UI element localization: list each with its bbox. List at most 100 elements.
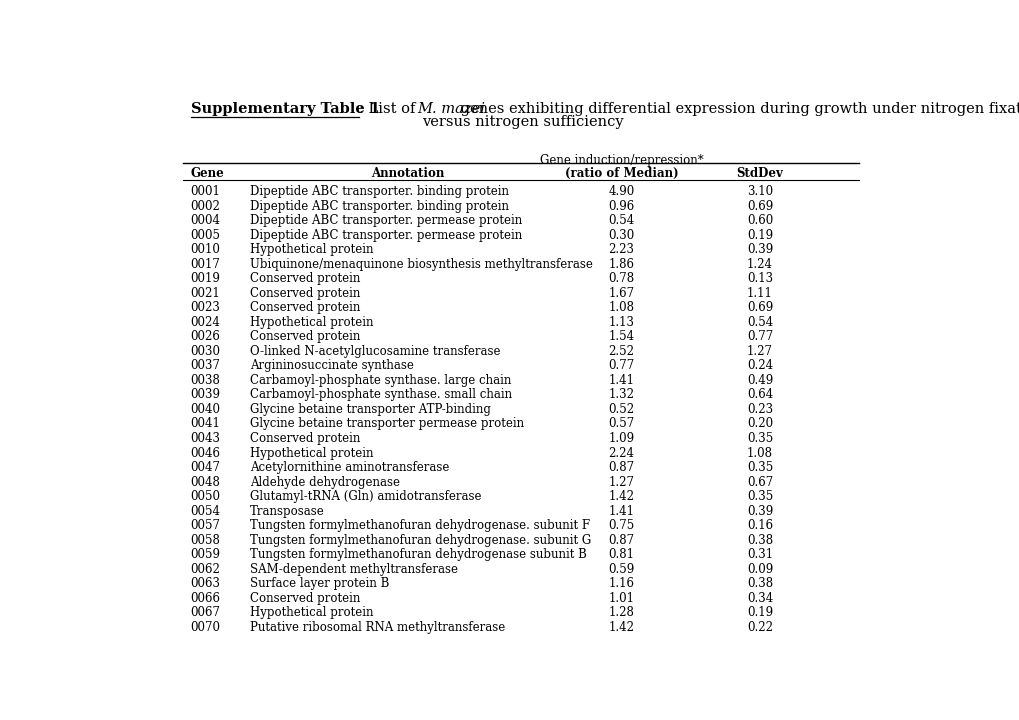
Text: Hypothetical protein: Hypothetical protein: [250, 446, 373, 459]
Text: 0.35: 0.35: [746, 461, 772, 474]
Text: 0.52: 0.52: [608, 403, 634, 416]
Text: Hypothetical protein: Hypothetical protein: [250, 606, 373, 619]
Text: 1.54: 1.54: [608, 330, 634, 343]
Text: 0050: 0050: [191, 490, 220, 503]
Text: 0.87: 0.87: [608, 461, 634, 474]
Text: 0062: 0062: [191, 563, 220, 576]
Text: 0.13: 0.13: [746, 272, 772, 285]
Text: Dipeptide ABC transporter. permease protein: Dipeptide ABC transporter. permease prot…: [250, 229, 522, 242]
Text: 0.64: 0.64: [746, 388, 772, 402]
Text: 0037: 0037: [191, 359, 220, 372]
Text: 0.38: 0.38: [746, 577, 772, 590]
Text: 0023: 0023: [191, 301, 220, 315]
Text: 0.22: 0.22: [746, 621, 772, 634]
Text: 0004: 0004: [191, 214, 220, 227]
Text: Acetylornithine aminotransferase: Acetylornithine aminotransferase: [250, 461, 449, 474]
Text: 0.78: 0.78: [608, 272, 634, 285]
Text: 0.34: 0.34: [746, 592, 772, 605]
Text: Conserved protein: Conserved protein: [250, 432, 360, 445]
Text: 0021: 0021: [191, 287, 220, 300]
Text: 0038: 0038: [191, 374, 220, 387]
Text: 0.81: 0.81: [608, 548, 634, 561]
Text: 0054: 0054: [191, 505, 220, 518]
Text: 1.42: 1.42: [608, 621, 634, 634]
Text: Transposase: Transposase: [250, 505, 324, 518]
Text: 1.24: 1.24: [746, 258, 772, 271]
Text: 0046: 0046: [191, 446, 220, 459]
Text: Glycine betaine transporter permease protein: Glycine betaine transporter permease pro…: [250, 418, 524, 431]
Text: 1.42: 1.42: [608, 490, 634, 503]
Text: 0.54: 0.54: [746, 316, 772, 329]
Text: Hypothetical protein: Hypothetical protein: [250, 243, 373, 256]
Text: Supplementary Table 1: Supplementary Table 1: [191, 102, 379, 116]
Text: 0.09: 0.09: [746, 563, 772, 576]
Text: (ratio of Median): (ratio of Median): [565, 167, 678, 180]
Text: 1.27: 1.27: [746, 345, 772, 358]
Text: 0017: 0017: [191, 258, 220, 271]
Text: Dipeptide ABC transporter. permease protein: Dipeptide ABC transporter. permease prot…: [250, 214, 522, 227]
Text: 0041: 0041: [191, 418, 220, 431]
Text: 3.10: 3.10: [746, 185, 772, 198]
Text: 0.77: 0.77: [746, 330, 772, 343]
Text: 2.52: 2.52: [608, 345, 634, 358]
Text: Tungsten formylmethanofuran dehydrogenase subunit B: Tungsten formylmethanofuran dehydrogenas…: [250, 548, 586, 561]
Text: 1.16: 1.16: [608, 577, 634, 590]
Text: 0.20: 0.20: [746, 418, 772, 431]
Text: 1.67: 1.67: [608, 287, 634, 300]
Text: Surface layer protein B: Surface layer protein B: [250, 577, 389, 590]
Text: 0.35: 0.35: [746, 432, 772, 445]
Text: 0040: 0040: [191, 403, 220, 416]
Text: Conserved protein: Conserved protein: [250, 330, 360, 343]
Text: 1.01: 1.01: [608, 592, 634, 605]
Text: 0.35: 0.35: [746, 490, 772, 503]
Text: 0070: 0070: [191, 621, 220, 634]
Text: 1.28: 1.28: [608, 606, 634, 619]
Text: 0.16: 0.16: [746, 519, 772, 532]
Text: SAM-dependent methyltransferase: SAM-dependent methyltransferase: [250, 563, 458, 576]
Text: O-linked N-acetylglucosamine transferase: O-linked N-acetylglucosamine transferase: [250, 345, 500, 358]
Text: 1.08: 1.08: [608, 301, 634, 315]
Text: 0.59: 0.59: [608, 563, 634, 576]
Text: 0.60: 0.60: [746, 214, 772, 227]
Text: 1.09: 1.09: [608, 432, 634, 445]
Text: 0048: 0048: [191, 476, 220, 489]
Text: 0058: 0058: [191, 534, 220, 546]
Text: versus nitrogen sufficiency: versus nitrogen sufficiency: [422, 115, 623, 129]
Text: 0.69: 0.69: [746, 301, 772, 315]
Text: Hypothetical protein: Hypothetical protein: [250, 316, 373, 329]
Text: 0057: 0057: [191, 519, 220, 532]
Text: 0059: 0059: [191, 548, 220, 561]
Text: 0.67: 0.67: [746, 476, 772, 489]
Text: 1.13: 1.13: [608, 316, 634, 329]
Text: Argininosuccinate synthase: Argininosuccinate synthase: [250, 359, 414, 372]
Text: M. mazei: M. mazei: [417, 102, 485, 116]
Text: Conserved protein: Conserved protein: [250, 592, 360, 605]
Text: Tungsten formylmethanofuran dehydrogenase. subunit F: Tungsten formylmethanofuran dehydrogenas…: [250, 519, 590, 532]
Text: Dipeptide ABC transporter. binding protein: Dipeptide ABC transporter. binding prote…: [250, 185, 508, 198]
Text: 0.96: 0.96: [608, 199, 634, 212]
Text: Annotation: Annotation: [371, 167, 444, 180]
Text: 0.23: 0.23: [746, 403, 772, 416]
Text: Conserved protein: Conserved protein: [250, 287, 360, 300]
Text: 0001: 0001: [191, 185, 220, 198]
Text: 0005: 0005: [191, 229, 220, 242]
Text: Dipeptide ABC transporter. binding protein: Dipeptide ABC transporter. binding prote…: [250, 199, 508, 212]
Text: 1.41: 1.41: [608, 374, 634, 387]
Text: Conserved protein: Conserved protein: [250, 301, 360, 315]
Text: : List of: : List of: [359, 102, 420, 116]
Text: 1.41: 1.41: [608, 505, 634, 518]
Text: Conserved protein: Conserved protein: [250, 272, 360, 285]
Text: 1.27: 1.27: [608, 476, 634, 489]
Text: Carbamoyl-phosphate synthase. large chain: Carbamoyl-phosphate synthase. large chai…: [250, 374, 511, 387]
Text: Glutamyl-tRNA (Gln) amidotransferase: Glutamyl-tRNA (Gln) amidotransferase: [250, 490, 481, 503]
Text: 0063: 0063: [191, 577, 220, 590]
Text: Aldehyde dehydrogenase: Aldehyde dehydrogenase: [250, 476, 399, 489]
Text: StdDev: StdDev: [736, 167, 783, 180]
Text: Glycine betaine transporter ATP-binding: Glycine betaine transporter ATP-binding: [250, 403, 490, 416]
Text: 0043: 0043: [191, 432, 220, 445]
Text: 0026: 0026: [191, 330, 220, 343]
Text: 0.19: 0.19: [746, 606, 772, 619]
Text: 4.90: 4.90: [608, 185, 634, 198]
Text: Tungsten formylmethanofuran dehydrogenase. subunit G: Tungsten formylmethanofuran dehydrogenas…: [250, 534, 591, 546]
Text: Ubiquinone/menaquinone biosynthesis methyltransferase: Ubiquinone/menaquinone biosynthesis meth…: [250, 258, 592, 271]
